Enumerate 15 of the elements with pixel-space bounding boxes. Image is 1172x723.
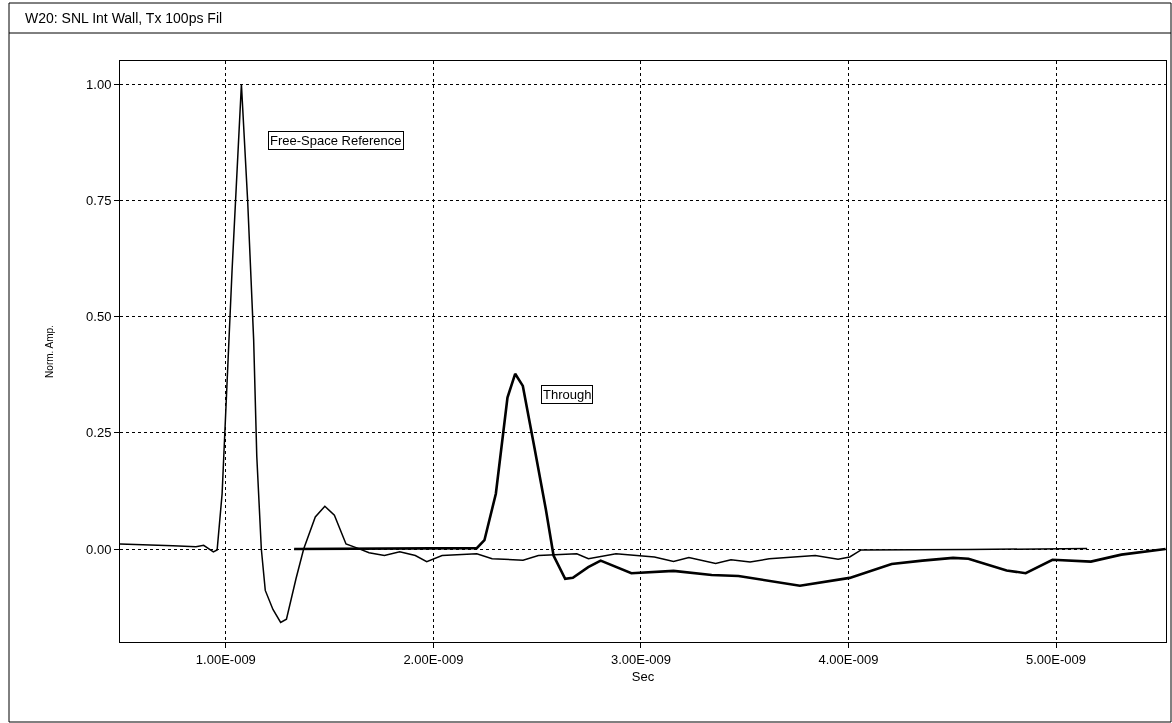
y-tick-label: 1.00 [86, 76, 112, 92]
x-tick-label: 4.00E-009 [818, 651, 879, 667]
x-tick-label: 1.00E-009 [195, 651, 256, 667]
y-axis-title: Norm. Amp. [44, 325, 56, 378]
y-tick-label: 0.75 [86, 192, 112, 208]
x-tick-label: 2.00E-009 [403, 651, 464, 667]
y-tick-label: 0.50 [86, 309, 112, 325]
x-tick-label: 5.00E-009 [1026, 651, 1086, 667]
x-axis-title: Sec [631, 669, 655, 685]
x-tick-label: 3.00E-009 [610, 651, 671, 667]
series-label: Through [543, 387, 592, 402]
y-tick-label: 0.25 [86, 425, 112, 441]
chart-title: W20: SNL Int Wall, Tx 100ps Fil [25, 9, 223, 26]
series-label: Free-Space Reference [270, 133, 402, 148]
y-tick-label: 0.00 [86, 541, 112, 557]
